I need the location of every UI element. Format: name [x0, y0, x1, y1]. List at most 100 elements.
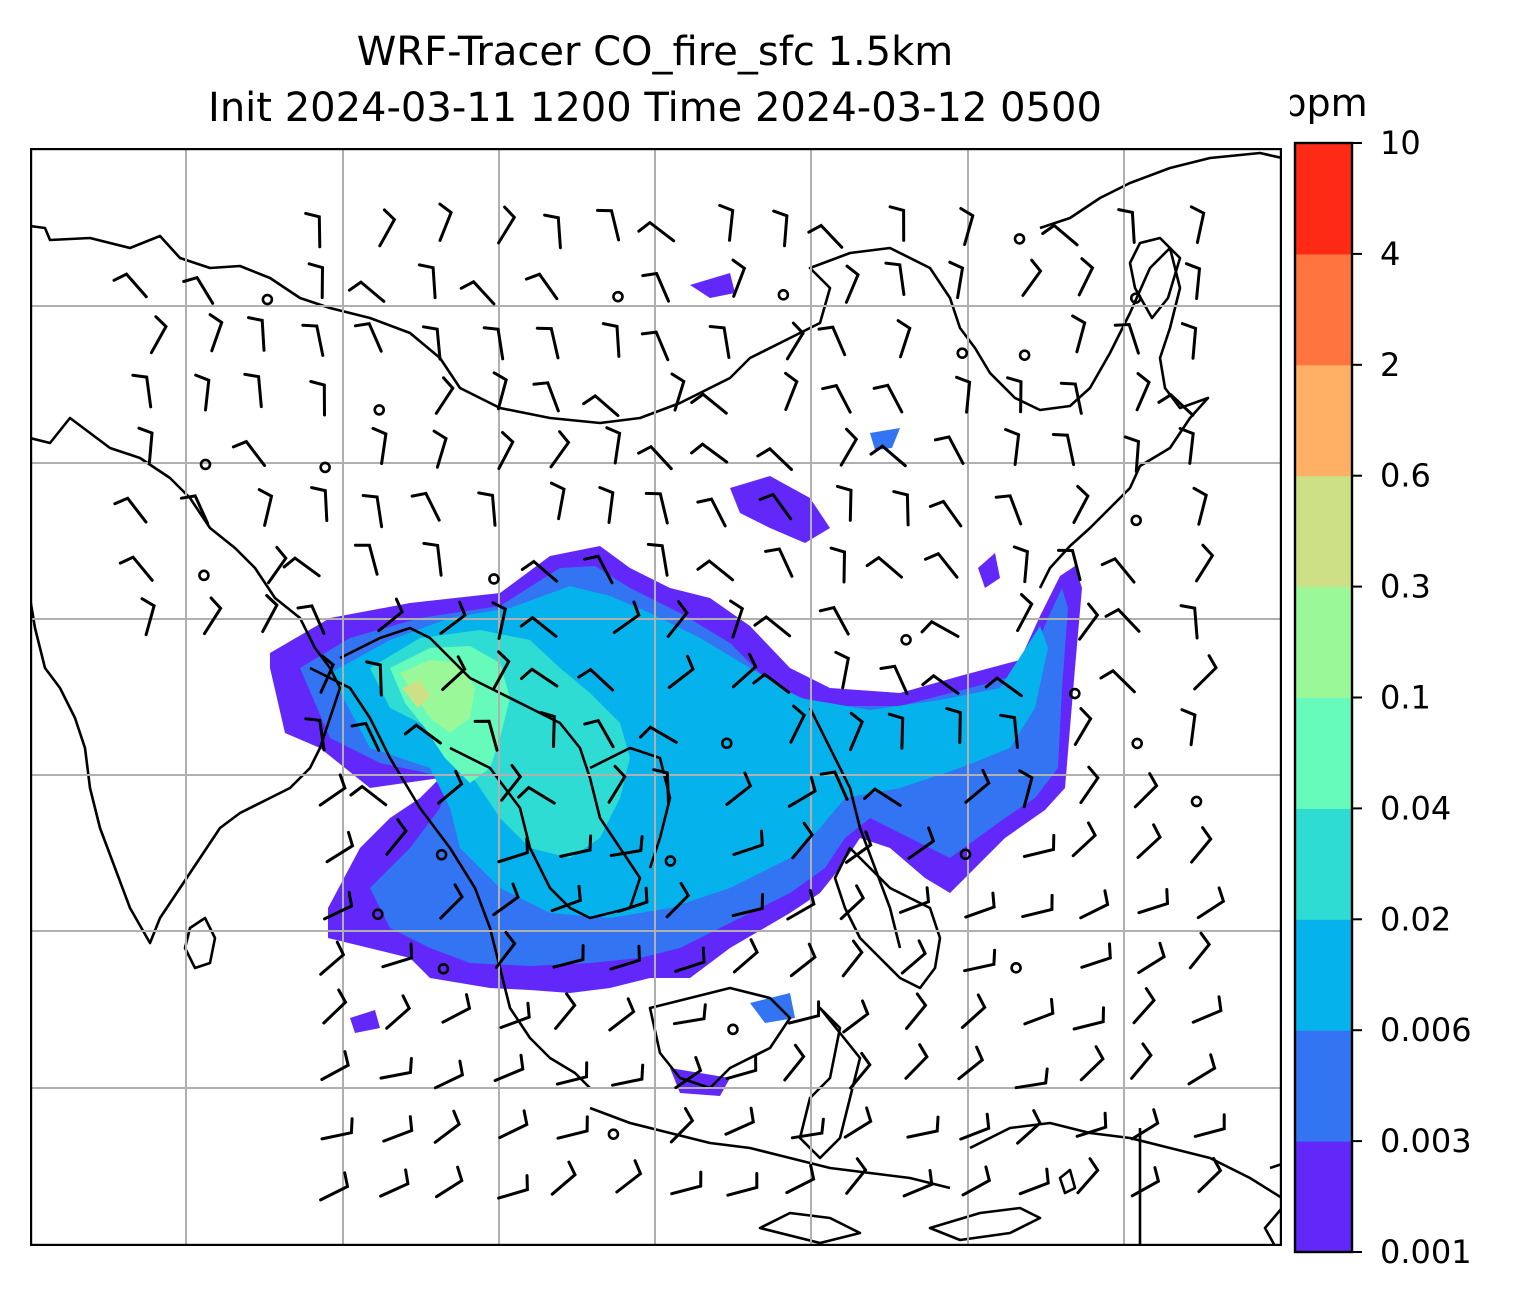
wind-barb — [839, 427, 859, 467]
wind-barb — [732, 829, 764, 856]
wind-barb — [500, 764, 523, 802]
wind-barb — [961, 1165, 992, 1197]
calm-wind-marker — [488, 573, 500, 585]
wind-barb — [582, 394, 620, 417]
wind-barb — [959, 1112, 991, 1141]
colorbar: ppm 0.001 0.003 0.006 0.02 0.04 0.1 0.3 0.6 2 4 10 — [1290, 81, 1472, 1271]
calm-wind-marker — [777, 289, 790, 301]
wind-barb — [690, 392, 728, 415]
wind-barb — [492, 371, 508, 411]
wind-barb — [1117, 208, 1136, 244]
wind-barb — [535, 326, 560, 360]
wind-barb — [844, 830, 873, 864]
wind-barb — [608, 997, 636, 1032]
wind-barb — [696, 497, 727, 528]
wind-barb — [379, 1057, 413, 1080]
colorbar-band — [1295, 1141, 1352, 1253]
wind-barb — [385, 818, 408, 856]
colorbar-bands — [1295, 143, 1352, 1253]
wind-barb — [353, 322, 383, 353]
wind-barb — [524, 272, 559, 301]
wind-barb — [381, 942, 414, 969]
wind-barb — [118, 555, 154, 582]
wind-barb — [282, 556, 321, 578]
wind-barb — [1193, 654, 1218, 691]
wind-barb — [520, 559, 559, 583]
calm-wind-marker — [1129, 292, 1142, 304]
wind-barb — [731, 258, 747, 298]
calm-wind-marker — [261, 293, 274, 306]
wind-barb — [231, 439, 266, 467]
wind-barb — [437, 769, 464, 805]
wind-barb — [674, 1056, 703, 1090]
wind-barb — [1059, 381, 1083, 415]
wind-barb — [403, 723, 442, 745]
wind-barb — [896, 319, 912, 359]
wind-barb — [964, 768, 991, 804]
wind-barb — [307, 262, 325, 300]
wind-barb — [350, 721, 381, 752]
wind-barb — [817, 325, 847, 357]
colorbar-band — [1295, 919, 1352, 1031]
map-frame — [30, 148, 1282, 1246]
wind-barb — [752, 672, 791, 694]
colorbar-tick-label: 0.02 — [1380, 900, 1451, 938]
wind-barb — [785, 321, 805, 361]
wind-barb — [670, 372, 686, 412]
wind-barb — [999, 713, 1019, 749]
wind-barb — [1075, 1111, 1108, 1138]
colorbar-ticks: 0.001 0.003 0.006 0.02 0.04 0.1 0.3 0.6 2 4 10 — [1352, 124, 1472, 1271]
wind-barb — [583, 554, 614, 585]
wind-barb — [605, 426, 622, 465]
wind-barb — [243, 372, 263, 409]
wind-barb — [789, 942, 817, 978]
wind-barb — [756, 446, 793, 471]
colorbar-tick-label: 4 — [1380, 235, 1400, 273]
wind-barb — [921, 673, 960, 695]
wind-barb — [1018, 1167, 1050, 1196]
wind-barb — [459, 279, 496, 306]
wind-barb — [865, 555, 903, 579]
colorbar-tick-label: 10 — [1380, 124, 1421, 162]
co-plume-layer — [270, 273, 1082, 1096]
wind-barb — [1188, 931, 1212, 970]
wind-barb — [432, 429, 448, 469]
wind-barb — [434, 376, 455, 415]
wind-barb — [863, 787, 902, 807]
wind-barb — [492, 650, 511, 690]
wind-barb — [1195, 543, 1215, 583]
wind-barb — [789, 704, 807, 744]
calm-wind-marker — [664, 855, 677, 867]
wind-barb — [421, 325, 442, 361]
wind-barb — [577, 667, 615, 692]
wind-barb — [194, 373, 211, 412]
wind-barb — [1192, 486, 1208, 526]
wind-barb — [550, 1160, 577, 1196]
wind-barb — [640, 330, 670, 362]
wind-barb — [1193, 1113, 1226, 1138]
wind-barb — [319, 1171, 350, 1202]
wind-barb — [497, 431, 515, 471]
wind-barb — [646, 542, 669, 577]
wind-barb — [786, 889, 816, 921]
wind-barb — [1057, 548, 1082, 582]
colorbar-band — [1295, 697, 1352, 809]
wind-barb — [791, 821, 814, 860]
calm-wind-marker — [607, 1128, 620, 1140]
wind-barb — [616, 886, 649, 913]
wind-barb — [1012, 545, 1029, 584]
wind-barb — [361, 494, 384, 529]
colorbar-band — [1295, 808, 1352, 920]
wind-barb — [309, 380, 326, 417]
calm-wind-marker — [956, 347, 969, 359]
calm-wind-marker — [612, 290, 624, 303]
plume-patch — [690, 273, 735, 298]
wind-barb — [319, 940, 346, 976]
wind-barb — [807, 223, 844, 249]
calm-wind-marker — [720, 737, 733, 750]
wind-barb — [325, 830, 355, 864]
wind-barb — [1021, 258, 1043, 297]
colorbar-band — [1295, 364, 1352, 477]
wind-barb — [439, 883, 464, 920]
wind-barb — [732, 938, 759, 974]
